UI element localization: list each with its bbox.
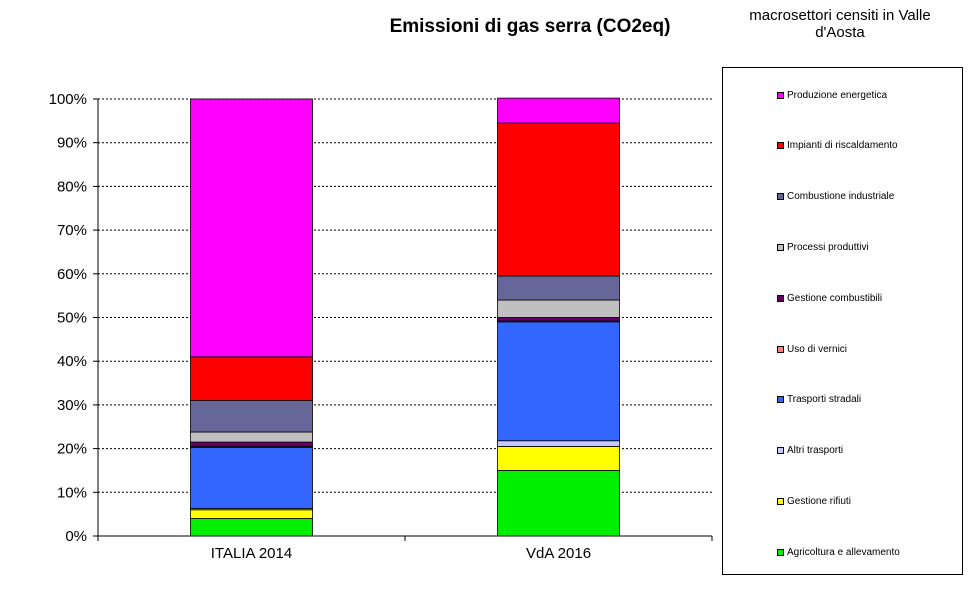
x-tick-label: ITALIA 2014	[211, 545, 292, 562]
y-tick-label: 100%	[49, 91, 87, 108]
legend-label: Gestione combustibili	[787, 292, 883, 304]
legend: Produzione energetica Impianti di riscald…	[722, 67, 963, 575]
legend-item: Uso di vernici	[777, 342, 847, 356]
legend-item: Processi produttivi	[777, 240, 869, 254]
legend-label: Uso di vernici	[787, 343, 848, 355]
legend-swatch	[777, 548, 784, 556]
y-tick-label: 60%	[57, 266, 87, 283]
y-tick-label: 50%	[57, 310, 87, 327]
legend-swatch	[777, 447, 784, 455]
legend-swatch	[777, 345, 784, 353]
legend-label: Agricoltura e allevamento	[787, 546, 900, 558]
y-tick-label: 40%	[57, 353, 87, 370]
bar-segment	[190, 98, 313, 358]
legend-label: Gestione rifiuti	[787, 495, 851, 507]
bar-segment	[190, 431, 313, 443]
legend-label: Altri trasporti	[787, 445, 844, 457]
bar-segment	[497, 440, 620, 447]
legend-swatch	[777, 193, 784, 201]
legend-swatch	[777, 243, 784, 251]
y-tick-label: 70%	[57, 222, 87, 239]
legend-label: Combustione industriale	[787, 191, 895, 203]
bar-segment	[497, 97, 620, 124]
legend-label: Impianti di riscaldamento	[787, 140, 898, 152]
bar-segment	[497, 275, 620, 301]
chart-title: Emissioni di gas serra (CO2eq)	[389, 16, 671, 37]
bar-segment	[190, 400, 313, 433]
bar-segment	[190, 518, 313, 537]
legend-item: Trasporti stradali	[777, 393, 861, 407]
y-tick-label: 10%	[57, 484, 87, 501]
legend-item: Agricoltura e allevamento	[777, 545, 900, 559]
legend-swatch	[777, 91, 784, 99]
legend-swatch	[777, 396, 784, 404]
bar-segment	[497, 446, 620, 471]
legend-item: Altri trasporti	[777, 444, 843, 458]
legend-title: macrosettori censiti in Valle d'Aosta	[749, 7, 931, 41]
bar-segment	[497, 299, 620, 318]
legend-swatch	[777, 142, 784, 150]
legend-swatch	[777, 497, 784, 505]
legend-label: Processi produttivi	[787, 241, 869, 253]
bar-segment	[190, 446, 313, 509]
legend-item: Gestione combustibili	[777, 291, 882, 305]
legend-label: Trasporti stradali	[787, 394, 862, 406]
legend-item: Impianti di riscaldamento	[777, 139, 898, 153]
legend-item: Produzione energetica	[777, 88, 887, 102]
bar-segment	[190, 441, 313, 447]
legend-swatch	[777, 294, 784, 302]
bar-segment	[190, 356, 313, 401]
legend-item: Combustione industriale	[777, 190, 894, 204]
bar-segment	[497, 122, 620, 277]
y-tick-label: 80%	[57, 178, 87, 195]
bar-segment	[497, 321, 620, 442]
y-tick-label: 0%	[65, 528, 87, 545]
bar-segment	[190, 509, 313, 519]
bar-segment	[497, 470, 620, 537]
y-tick-label: 90%	[57, 135, 87, 152]
x-tick-label: VdA 2016	[526, 545, 591, 562]
legend-item: Gestione rifiuti	[777, 494, 851, 508]
y-tick-label: 30%	[57, 397, 87, 414]
legend-label: Produzione energetica	[787, 89, 888, 101]
y-tick-label: 20%	[57, 441, 87, 458]
bar-segment	[497, 317, 620, 322]
